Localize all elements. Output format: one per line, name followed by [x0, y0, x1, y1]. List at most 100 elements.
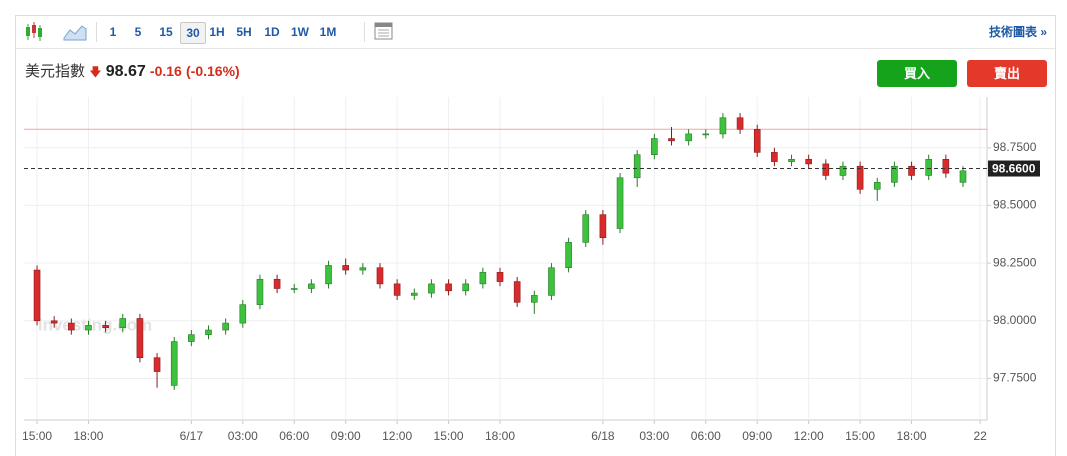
interval-button[interactable]: 1M [319, 25, 337, 39]
candle-body [445, 283, 452, 292]
candle-body [428, 283, 435, 294]
x-tick-label: 15:00 [22, 429, 52, 443]
instrument-name: 美元指數 [25, 63, 86, 80]
candle-body [513, 281, 521, 303]
candle-body [839, 165, 847, 176]
candle-body [273, 278, 281, 289]
x-tick-label: 03:00 [228, 429, 258, 443]
interval-button[interactable]: 1D [264, 25, 280, 39]
candle-body [805, 158, 812, 165]
candle-body [668, 138, 675, 142]
table-icon[interactable] [372, 16, 396, 48]
candle-body [290, 288, 298, 290]
x-tick-label: 15:00 [845, 429, 875, 443]
x-tick-label: 06:00 [279, 429, 309, 443]
candle-body [50, 320, 58, 324]
candle-body [942, 158, 950, 174]
price: 98.67 [105, 63, 146, 80]
candle-body [462, 283, 470, 292]
interval-button[interactable]: 5 [134, 25, 142, 39]
candle-body [359, 267, 367, 271]
interval-button[interactable]: 15 [159, 25, 173, 39]
interval-button[interactable]: 5H [236, 25, 252, 39]
area-icon[interactable] [60, 16, 90, 48]
candle-body [959, 170, 967, 183]
separator [364, 22, 365, 42]
quote-header: 美元指數 🡇 98.67 -0.16 (-0.16%) [25, 60, 240, 84]
candle-body [239, 304, 247, 324]
candle-body [479, 272, 487, 285]
candle-icon[interactable] [22, 16, 52, 48]
candle-body [582, 214, 590, 243]
candle-body [256, 278, 264, 305]
candle-body [393, 283, 401, 296]
candle-body [496, 272, 504, 282]
candle-body [188, 334, 195, 342]
candle-body [856, 165, 864, 190]
candle-body [222, 322, 229, 331]
interval-button[interactable]: 30 [180, 22, 206, 44]
x-tick-label: 15:00 [434, 429, 464, 443]
separator [96, 22, 97, 42]
candle-body [685, 133, 692, 142]
plot-area [24, 97, 987, 420]
y-tick-label: 98.0000 [993, 313, 1037, 327]
candle-body [719, 117, 727, 135]
candle-body [153, 357, 161, 372]
last-price-label: 98.6600 [992, 162, 1036, 176]
candle-body [325, 265, 332, 285]
interval-button[interactable]: 1W [291, 25, 309, 39]
last-price-box [988, 160, 1040, 177]
candle-body [85, 325, 92, 331]
candle-body [410, 292, 418, 296]
candle-body [565, 242, 572, 269]
y-tick-label: 97.7500 [993, 371, 1037, 385]
candle-body [771, 152, 778, 162]
technical-chart-link[interactable]: 技術圖表 » [988, 25, 1047, 39]
sell-button[interactable]: 賣出 [967, 60, 1047, 87]
candle-body [599, 214, 607, 239]
interval-button[interactable]: 1 [109, 25, 117, 39]
x-tick-label: 09:00 [742, 429, 772, 443]
candle-body [616, 177, 624, 229]
y-tick-label: 98.5000 [993, 198, 1037, 212]
candle-body [33, 269, 41, 322]
candle-body [736, 117, 744, 130]
watermark: investing.com [38, 315, 152, 334]
candle-body [170, 341, 178, 386]
change-percent: (-0.16%) [186, 63, 240, 79]
candle-body [908, 165, 915, 176]
x-tick-label: 03:00 [639, 429, 669, 443]
toolbar: 1 5 15 30 1H 5H 1D 1W 1M 技術圖表 » [16, 16, 1055, 49]
candle-body [633, 154, 641, 179]
x-tick-label: 18:00 [897, 429, 927, 443]
x-tick-label: 12:00 [382, 429, 412, 443]
candle-body [891, 165, 898, 183]
candle-body [788, 158, 795, 162]
down-arrow: 🡇 [89, 65, 102, 79]
candle-body [102, 325, 109, 329]
y-tick-label: 98.7500 [993, 140, 1037, 154]
x-tick-label: 12:00 [794, 429, 824, 443]
x-tick-label: 06:00 [691, 429, 721, 443]
candle-body [136, 318, 144, 359]
candle-body [531, 295, 538, 303]
candle-body [753, 129, 761, 153]
x-tick-label: 6/17 [180, 429, 204, 443]
candle-body [925, 158, 932, 176]
candle-body [119, 318, 127, 329]
interval-button[interactable]: 1H [209, 25, 225, 39]
candle-body [651, 138, 658, 155]
candle-body [205, 329, 212, 335]
candle-body [548, 267, 555, 296]
widget: 1 5 15 30 1H 5H 1D 1W 1M 技術圖表 » 美元指數 🡇 98.67 -0.… [15, 15, 1056, 456]
x-tick-label: 18:00 [73, 429, 103, 443]
candle-body [68, 322, 75, 331]
buy-button[interactable]: 買入 [877, 60, 957, 87]
change: -0.16 [149, 63, 182, 79]
candle-body [822, 163, 830, 176]
x-tick-label: 18:00 [485, 429, 515, 443]
candle-body [342, 265, 349, 271]
